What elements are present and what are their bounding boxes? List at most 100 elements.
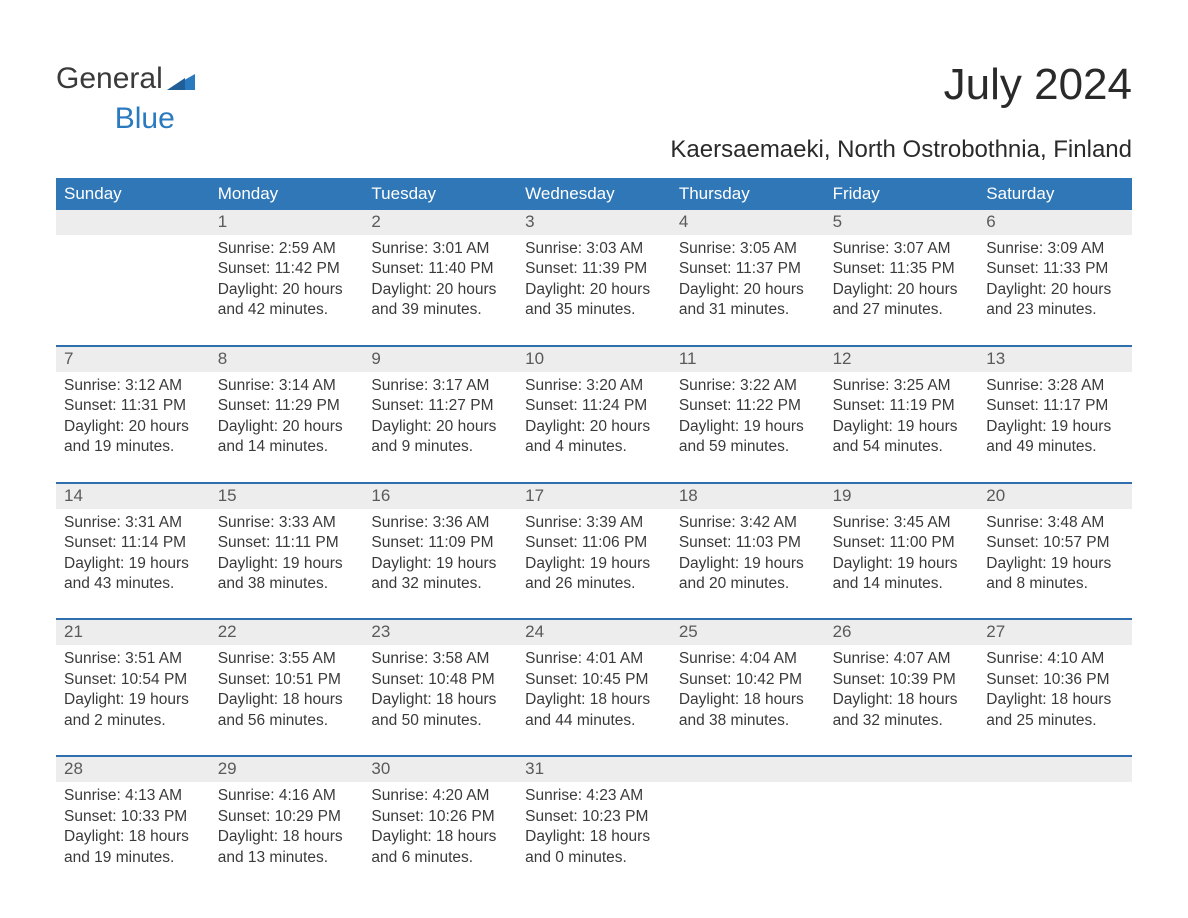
sunrise-text: Sunrise: 3:39 AM — [525, 513, 663, 533]
day-cell: 4 Sunrise: 3:05 AMSunset: 11:37 PMDayligh… — [671, 210, 825, 345]
day-body: Sunrise: 2:59 AMSunset: 11:42 PMDaylight… — [210, 235, 364, 321]
logo-flag-icon — [167, 68, 195, 90]
sunset-text: Sunset: 11:22 PM — [679, 396, 817, 416]
day-body: Sunrise: 3:45 AMSunset: 11:00 PMDaylight… — [825, 509, 979, 595]
sunrise-text: Sunrise: 3:31 AM — [64, 513, 202, 533]
day-cell: 12Sunrise: 3:25 AMSunset: 11:19 PMDaylig… — [825, 347, 979, 482]
calendar: Sunday Monday Tuesday Wednesday Thursday… — [56, 178, 1132, 892]
sunrise-text: Sunrise: 4:20 AM — [371, 786, 509, 806]
week-row: 21Sunrise: 3:51 AMSunset: 10:54 PMDaylig… — [56, 618, 1132, 755]
day-number: 24 — [517, 620, 671, 645]
day-number: 30 — [363, 757, 517, 782]
day-number: 17 — [517, 484, 671, 509]
day-cell: 19Sunrise: 3:45 AMSunset: 11:00 PMDaylig… — [825, 484, 979, 619]
sunrise-text: Sunrise: 3:05 AM — [679, 239, 817, 259]
day-cell: 23Sunrise: 3:58 AMSunset: 10:48 PMDaylig… — [363, 620, 517, 755]
daylight-text: Daylight: 18 hours and 44 minutes. — [525, 690, 663, 731]
sunset-text: Sunset: 11:14 PM — [64, 533, 202, 553]
day-number — [825, 757, 979, 782]
dow-fri: Friday — [825, 179, 979, 210]
sunrise-text: Sunrise: 3:42 AM — [679, 513, 817, 533]
day-number: 27 — [978, 620, 1132, 645]
sunset-text: Sunset: 11:40 PM — [371, 259, 509, 279]
sunrise-text: Sunrise: 4:01 AM — [525, 649, 663, 669]
daylight-text: Daylight: 20 hours and 14 minutes. — [218, 417, 356, 458]
sunset-text: Sunset: 11:06 PM — [525, 533, 663, 553]
daylight-text: Daylight: 18 hours and 56 minutes. — [218, 690, 356, 731]
sunrise-text: Sunrise: 4:07 AM — [833, 649, 971, 669]
day-number: 1 — [210, 210, 364, 235]
day-number: 9 — [363, 347, 517, 372]
day-number — [56, 210, 210, 235]
daylight-text: Daylight: 20 hours and 31 minutes. — [679, 280, 817, 321]
day-cell: 17Sunrise: 3:39 AMSunset: 11:06 PMDaylig… — [517, 484, 671, 619]
logo: General — [56, 62, 195, 96]
day-number: 12 — [825, 347, 979, 372]
sunset-text: Sunset: 10:23 PM — [525, 807, 663, 827]
day-number: 4 — [671, 210, 825, 235]
day-body: Sunrise: 4:23 AMSunset: 10:23 PMDaylight… — [517, 782, 671, 868]
day-cell: 9Sunrise: 3:17 AMSunset: 11:27 PMDayligh… — [363, 347, 517, 482]
dow-sat: Saturday — [978, 179, 1132, 210]
day-cell: 1Sunrise: 2:59 AMSunset: 11:42 PMDayligh… — [210, 210, 364, 345]
sunset-text: Sunset: 10:57 PM — [986, 533, 1124, 553]
day-cell: 7Sunrise: 3:12 AMSunset: 11:31 PMDayligh… — [56, 347, 210, 482]
weeks-container: 1Sunrise: 2:59 AMSunset: 11:42 PMDayligh… — [56, 210, 1132, 892]
day-cell: 8Sunrise: 3:14 AMSunset: 11:29 PMDayligh… — [210, 347, 364, 482]
sunset-text: Sunset: 10:51 PM — [218, 670, 356, 690]
sunrise-text: Sunrise: 3:01 AM — [371, 239, 509, 259]
day-cell: 26Sunrise: 4:07 AMSunset: 10:39 PMDaylig… — [825, 620, 979, 755]
daylight-text: Daylight: 20 hours and 35 minutes. — [525, 280, 663, 321]
day-number: 21 — [56, 620, 210, 645]
dow-tue: Tuesday — [363, 179, 517, 210]
day-number: 3 — [517, 210, 671, 235]
sunrise-text: Sunrise: 4:23 AM — [525, 786, 663, 806]
day-number: 22 — [210, 620, 364, 645]
sunrise-text: Sunrise: 4:16 AM — [218, 786, 356, 806]
day-body — [978, 782, 1132, 786]
day-body: Sunrise: 3:17 AMSunset: 11:27 PMDaylight… — [363, 372, 517, 458]
daylight-text: Daylight: 19 hours and 59 minutes. — [679, 417, 817, 458]
day-cell — [671, 757, 825, 892]
sunset-text: Sunset: 11:37 PM — [679, 259, 817, 279]
day-body: Sunrise: 4:10 AMSunset: 10:36 PMDaylight… — [978, 645, 1132, 731]
dow-header-row: Sunday Monday Tuesday Wednesday Thursday… — [56, 178, 1132, 210]
day-number: 7 — [56, 347, 210, 372]
day-cell: 11Sunrise: 3:22 AMSunset: 11:22 PMDaylig… — [671, 347, 825, 482]
day-number: 25 — [671, 620, 825, 645]
daylight-text: Daylight: 18 hours and 32 minutes. — [833, 690, 971, 731]
day-body: Sunrise: 4:07 AMSunset: 10:39 PMDaylight… — [825, 645, 979, 731]
day-cell: 13Sunrise: 3:28 AMSunset: 11:17 PMDaylig… — [978, 347, 1132, 482]
day-body: Sunrise: 3:25 AMSunset: 11:19 PMDaylight… — [825, 372, 979, 458]
day-cell: 20Sunrise: 3:48 AMSunset: 10:57 PMDaylig… — [978, 484, 1132, 619]
day-number: 19 — [825, 484, 979, 509]
sunrise-text: Sunrise: 3:48 AM — [986, 513, 1124, 533]
day-body: Sunrise: 3:39 AMSunset: 11:06 PMDaylight… — [517, 509, 671, 595]
sunrise-text: Sunrise: 3:36 AM — [371, 513, 509, 533]
sunset-text: Sunset: 11:39 PM — [525, 259, 663, 279]
day-cell: 24Sunrise: 4:01 AMSunset: 10:45 PMDaylig… — [517, 620, 671, 755]
day-cell: 16Sunrise: 3:36 AMSunset: 11:09 PMDaylig… — [363, 484, 517, 619]
sunrise-text: Sunrise: 3:12 AM — [64, 376, 202, 396]
daylight-text: Daylight: 19 hours and 32 minutes. — [371, 554, 509, 595]
daylight-text: Daylight: 18 hours and 13 minutes. — [218, 827, 356, 868]
sunset-text: Sunset: 10:39 PM — [833, 670, 971, 690]
sunset-text: Sunset: 10:48 PM — [371, 670, 509, 690]
daylight-text: Daylight: 19 hours and 20 minutes. — [679, 554, 817, 595]
daylight-text: Daylight: 19 hours and 14 minutes. — [833, 554, 971, 595]
sunset-text: Sunset: 11:24 PM — [525, 396, 663, 416]
day-number: 20 — [978, 484, 1132, 509]
day-body: Sunrise: 4:20 AMSunset: 10:26 PMDaylight… — [363, 782, 517, 868]
logo-text-2: Blue — [115, 102, 175, 136]
day-body: Sunrise: 3:03 AMSunset: 11:39 PMDaylight… — [517, 235, 671, 321]
day-body: Sunrise: 3:48 AMSunset: 10:57 PMDaylight… — [978, 509, 1132, 595]
daylight-text: Daylight: 18 hours and 25 minutes. — [986, 690, 1124, 731]
day-body: Sunrise: 3:33 AMSunset: 11:11 PMDaylight… — [210, 509, 364, 595]
day-number: 14 — [56, 484, 210, 509]
day-body: Sunrise: 4:16 AMSunset: 10:29 PMDaylight… — [210, 782, 364, 868]
daylight-text: Daylight: 18 hours and 38 minutes. — [679, 690, 817, 731]
day-number: 28 — [56, 757, 210, 782]
day-cell: 22Sunrise: 3:55 AMSunset: 10:51 PMDaylig… — [210, 620, 364, 755]
daylight-text: Daylight: 19 hours and 38 minutes. — [218, 554, 356, 595]
day-number: 18 — [671, 484, 825, 509]
